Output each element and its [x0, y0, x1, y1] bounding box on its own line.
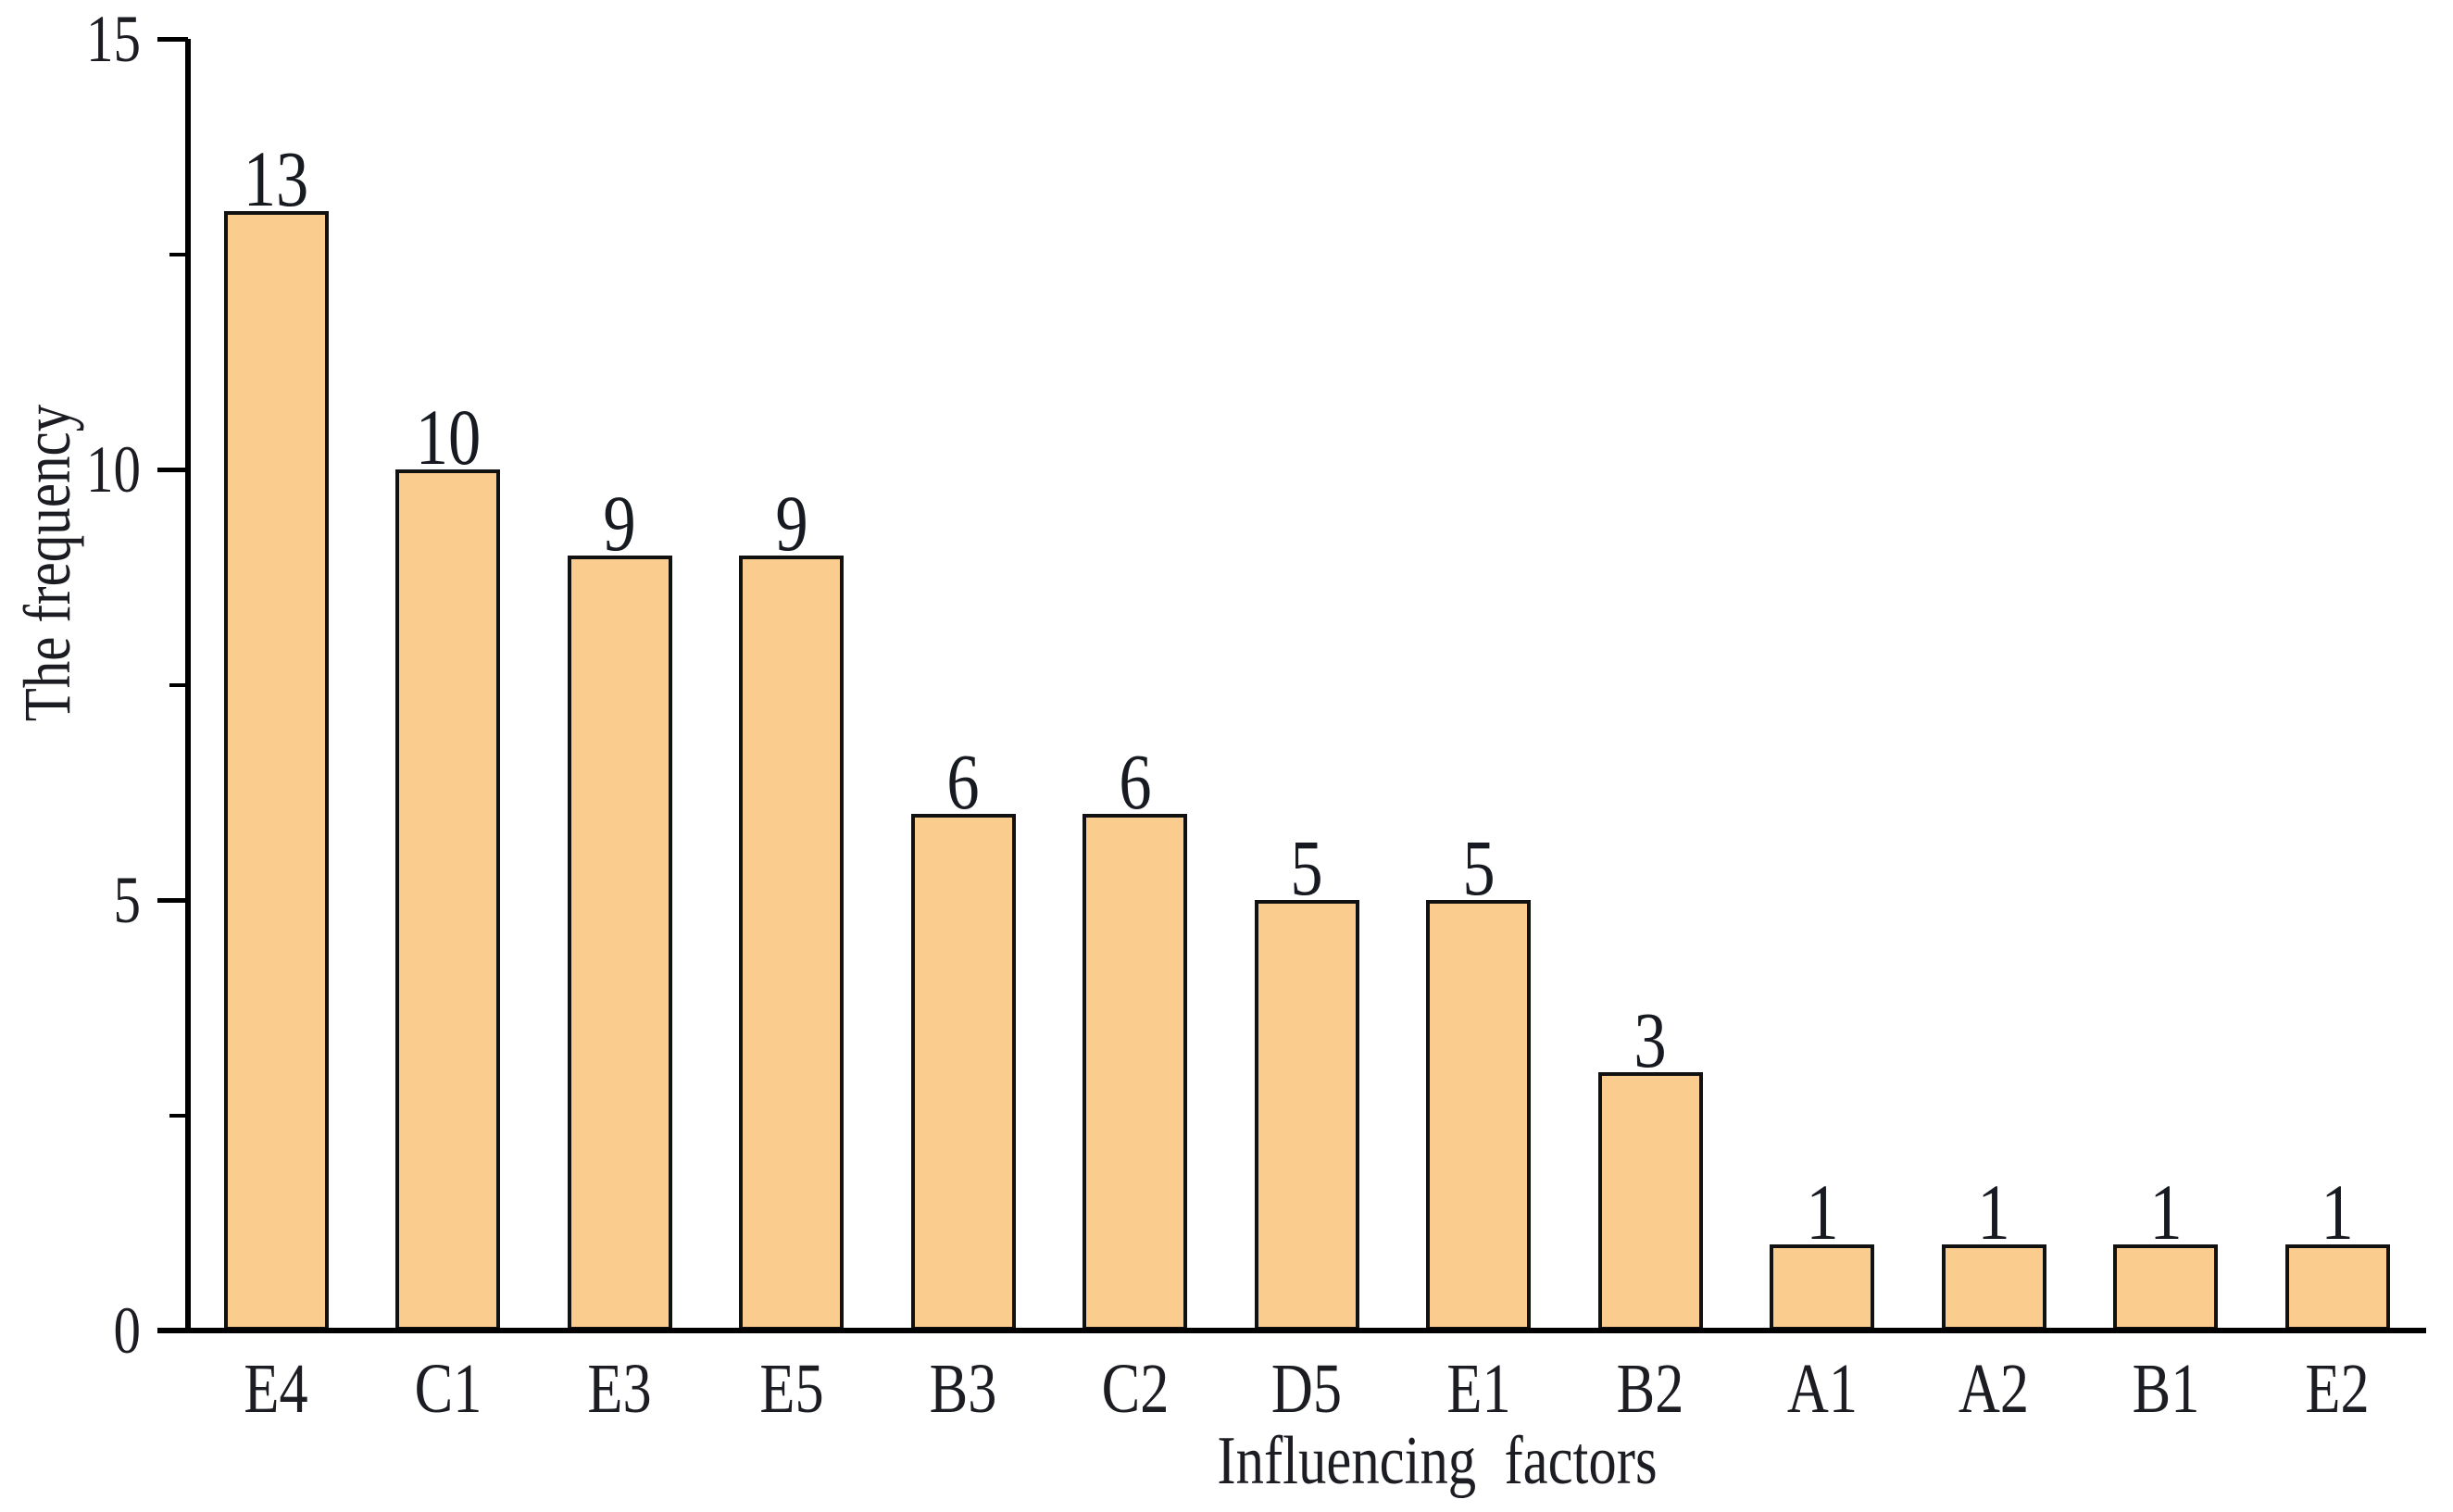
bar-value-label: 1 [2321, 1168, 2354, 1256]
x-tick-label: E3 [587, 1350, 652, 1428]
bar [1941, 1244, 2046, 1331]
x-tick-label: A1 [1786, 1350, 1858, 1428]
bar-value-label: 13 [243, 134, 309, 223]
y-tick-label: 5 [113, 863, 141, 937]
y-minor-tick [169, 1113, 188, 1118]
bar-value-label: 9 [603, 479, 636, 568]
bar-value-label: 1 [2148, 1168, 2183, 1256]
x-tick-label: E2 [2305, 1350, 2370, 1428]
bar-value-label: 6 [946, 737, 980, 826]
bar-value-label: 5 [1461, 823, 1496, 912]
x-axis-title: Influencing factors [1217, 1423, 1658, 1499]
y-minor-tick [169, 252, 188, 256]
x-tick-label: E1 [1446, 1350, 1511, 1428]
bar [1083, 814, 1187, 1331]
bar [567, 556, 672, 1331]
x-tick-label: E4 [244, 1350, 308, 1428]
y-axis-title: The frequency [10, 404, 84, 722]
bar-value-label: 6 [1118, 737, 1152, 826]
y-axis-line [185, 39, 191, 1333]
bar [223, 211, 329, 1331]
x-tick-label: E5 [758, 1350, 824, 1428]
x-tick-label: C1 [414, 1350, 482, 1428]
y-minor-tick [169, 682, 188, 687]
x-tick-label: B3 [929, 1350, 997, 1428]
y-major-tick [157, 37, 188, 42]
bar [1770, 1244, 1874, 1331]
bar-value-label: 1 [1977, 1168, 2010, 1256]
y-tick-label: 10 [85, 432, 141, 506]
bar [1597, 1072, 1703, 1331]
bar [739, 556, 844, 1331]
bar-value-label: 1 [1805, 1168, 1839, 1256]
bar-value-label: 5 [1290, 823, 1323, 912]
bar-value-label: 3 [1633, 995, 1667, 1084]
bar [2284, 1244, 2390, 1331]
bar [910, 814, 1016, 1331]
bar [1254, 900, 1359, 1331]
x-tick-label: C2 [1101, 1350, 1169, 1428]
bar [2113, 1244, 2218, 1331]
bar-value-label: 10 [415, 393, 481, 481]
bar [1426, 900, 1531, 1331]
y-tick-label: 15 [85, 2, 141, 76]
x-tick-label: A2 [1958, 1350, 2030, 1428]
x-tick-label: B1 [2132, 1350, 2199, 1428]
bar [395, 469, 500, 1331]
x-axis-line [157, 1328, 2426, 1333]
x-tick-label: B2 [1616, 1350, 1684, 1428]
y-major-tick [157, 468, 188, 472]
x-tick-label: D5 [1270, 1350, 1343, 1428]
bar-value-label: 9 [774, 479, 808, 568]
y-major-tick [157, 898, 188, 903]
y-tick-label: 0 [113, 1293, 141, 1368]
